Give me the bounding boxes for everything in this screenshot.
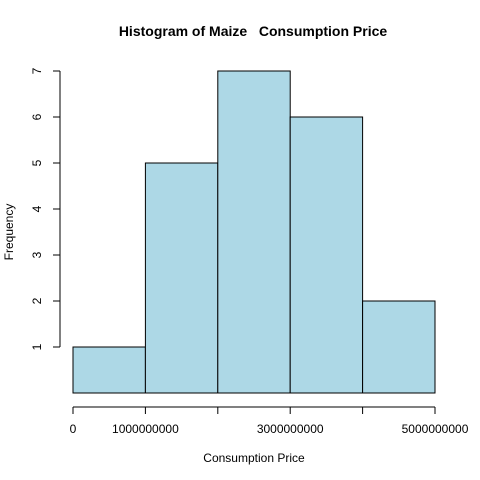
histogram-bar [362, 300, 436, 394]
y-tick-label: 7 [30, 67, 44, 74]
x-axis-label: Consumption Price [203, 451, 305, 465]
histogram-bar [289, 116, 364, 394]
y-axis: 1 2 3 4 5 6 7 [30, 67, 61, 350]
y-axis-label: Frequency [2, 204, 16, 261]
x-tick-label: 0 [70, 422, 77, 436]
x-tick-label: 5000000000 [402, 422, 469, 436]
y-tick-label: 2 [30, 297, 44, 304]
histogram-bars [72, 70, 436, 394]
y-tick-label: 3 [30, 251, 44, 258]
histogram-bar [144, 162, 219, 394]
y-tick-label: 6 [30, 113, 44, 120]
x-axis: 0 1000000000 3000000000 5000000000 [70, 406, 469, 436]
x-tick-label: 1000000000 [112, 422, 179, 436]
chart-title: Histogram of Maize Consumption Price [119, 23, 388, 39]
histogram-bar [217, 70, 291, 394]
y-tick-label: 1 [30, 343, 44, 350]
y-tick-label: 4 [30, 205, 44, 212]
x-tick-label: 3000000000 [257, 422, 324, 436]
y-tick-label: 5 [30, 159, 44, 166]
histogram-bar [72, 346, 146, 394]
